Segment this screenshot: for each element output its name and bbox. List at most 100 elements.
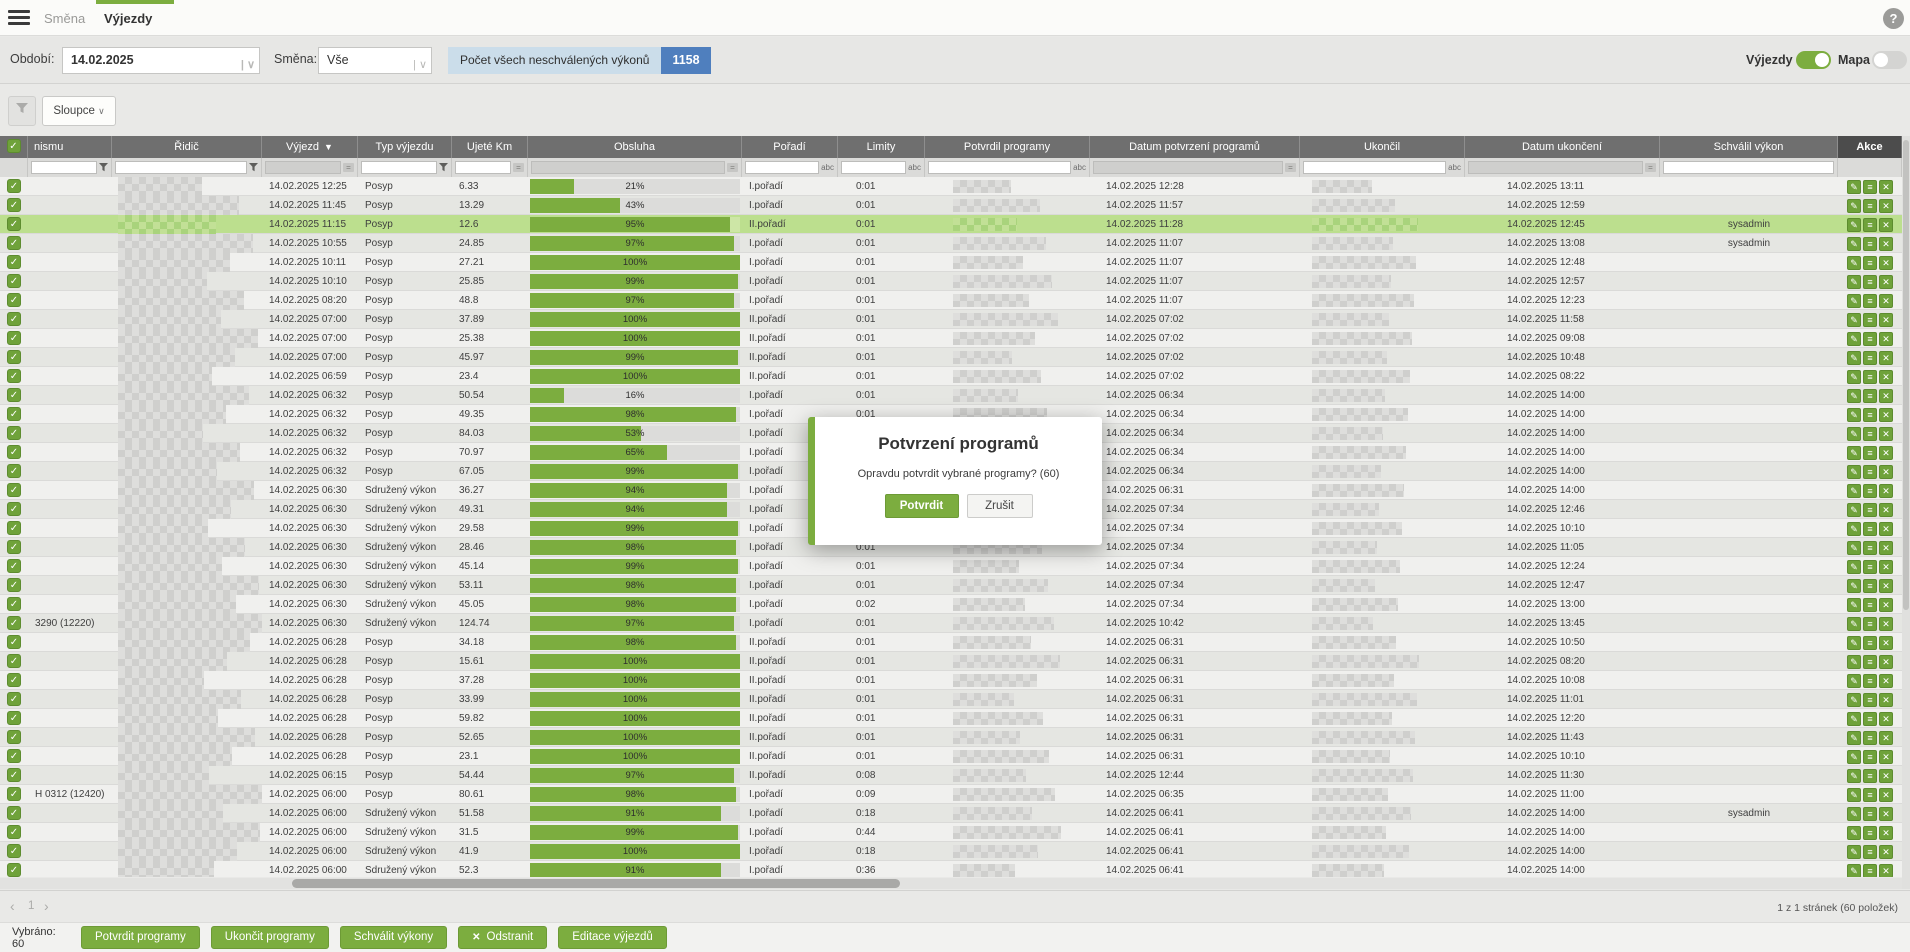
row-detail-button[interactable]: ≡	[1863, 825, 1877, 840]
row-detail-button[interactable]: ≡	[1863, 445, 1877, 460]
filter-input-potvrdil[interactable]	[928, 161, 1072, 174]
edit-row-button[interactable]: ✎	[1847, 369, 1861, 384]
row-checkbox[interactable]: ✓	[7, 445, 21, 459]
row-detail-button[interactable]: ≡	[1863, 578, 1877, 593]
table-row[interactable]: ✓ 14.02.2025 11:45 Posyp 13.29 43% I.pořadí 0:…	[0, 196, 1902, 215]
delete-row-button[interactable]: ✕	[1879, 844, 1893, 859]
delete-row-button[interactable]: ✕	[1879, 350, 1893, 365]
table-row[interactable]: ✓ 14.02.2025 06:00 Sdružený výkon 51.58 91% I…	[0, 804, 1902, 823]
mapa-toggle[interactable]	[1872, 51, 1907, 69]
row-checkbox[interactable]: ✓	[7, 673, 21, 687]
row-detail-button[interactable]: ≡	[1863, 388, 1877, 403]
edit-row-button[interactable]: ✎	[1847, 635, 1861, 650]
table-row[interactable]: ✓ 14.02.2025 06:32 Posyp 50.54 16% I.pořadí 0:…	[0, 386, 1902, 405]
row-detail-button[interactable]: ≡	[1863, 749, 1877, 764]
row-detail-button[interactable]: ≡	[1863, 616, 1877, 631]
row-checkbox[interactable]: ✓	[7, 179, 21, 193]
row-detail-button[interactable]: ≡	[1863, 787, 1877, 802]
delete-row-button[interactable]: ✕	[1879, 730, 1893, 745]
table-row[interactable]: ✓ H 0312 (12420) 14.02.2025 06:00 Posyp 80.6…	[0, 785, 1902, 804]
row-checkbox[interactable]: ✓	[7, 540, 21, 554]
delete-row-button[interactable]: ✕	[1879, 597, 1893, 612]
delete-row-button[interactable]: ✕	[1879, 692, 1893, 707]
row-checkbox[interactable]: ✓	[7, 198, 21, 212]
filter-input-obsluha[interactable]	[531, 161, 725, 174]
delete-row-button[interactable]: ✕	[1879, 293, 1893, 308]
delete-row-button[interactable]: ✕	[1879, 578, 1893, 593]
edit-row-button[interactable]: ✎	[1847, 312, 1861, 327]
delete-row-button[interactable]: ✕	[1879, 198, 1893, 213]
end-programs-button[interactable]: Ukončit programy	[210, 926, 329, 949]
row-detail-button[interactable]: ≡	[1863, 692, 1877, 707]
edit-trips-button[interactable]: Editace výjezdů	[558, 926, 667, 949]
row-checkbox[interactable]: ✓	[7, 426, 21, 440]
tab-vyjezdy[interactable]: Výjezdy	[104, 11, 153, 26]
row-checkbox[interactable]: ✓	[7, 312, 21, 326]
row-checkbox[interactable]: ✓	[7, 217, 21, 231]
edit-row-button[interactable]: ✎	[1847, 863, 1861, 877]
filter-funnel-icon[interactable]	[99, 163, 108, 172]
shift-select[interactable]: Vše | ∨	[318, 47, 432, 74]
table-row[interactable]: ✓ 14.02.2025 06:30 Sdružený výkon 45.05 98% I…	[0, 595, 1902, 614]
row-detail-button[interactable]: ≡	[1863, 255, 1877, 270]
period-input[interactable]: 14.02.2025 | ∨	[62, 47, 260, 74]
table-row[interactable]: ✓ 14.02.2025 06:30 Sdružený výkon 45.14 99% I…	[0, 557, 1902, 576]
vertical-scrollbar[interactable]	[1902, 136, 1910, 889]
edit-row-button[interactable]: ✎	[1847, 844, 1861, 859]
approve-performances-button[interactable]: Schválit výkony	[339, 926, 448, 949]
row-checkbox[interactable]: ✓	[7, 749, 21, 763]
filter-equals-icon[interactable]: =	[343, 163, 354, 172]
delete-row-button[interactable]: ✕	[1879, 711, 1893, 726]
delete-row-button[interactable]: ✕	[1879, 768, 1893, 783]
filter-funnel-icon[interactable]	[439, 163, 448, 172]
row-detail-button[interactable]: ≡	[1863, 179, 1877, 194]
edit-row-button[interactable]: ✎	[1847, 217, 1861, 232]
edit-row-button[interactable]: ✎	[1847, 445, 1861, 460]
delete-row-button[interactable]: ✕	[1879, 369, 1893, 384]
vyjezdy-toggle[interactable]	[1796, 51, 1831, 69]
edit-row-button[interactable]: ✎	[1847, 559, 1861, 574]
column-header-km[interactable]: Ujeté Km	[452, 136, 528, 158]
row-checkbox[interactable]: ✓	[7, 502, 21, 516]
table-row[interactable]: ✓ 14.02.2025 06:28 Posyp 34.18 98% II.pořadí 0…	[0, 633, 1902, 652]
delete-row-button[interactable]: ✕	[1879, 825, 1893, 840]
delete-row-button[interactable]: ✕	[1879, 407, 1893, 422]
edit-row-button[interactable]: ✎	[1847, 502, 1861, 517]
row-detail-button[interactable]: ≡	[1863, 236, 1877, 251]
table-row[interactable]: ✓ 14.02.2025 06:28 Posyp 37.28 100% II.pořadí…	[0, 671, 1902, 690]
filter-funnel-icon[interactable]	[249, 163, 258, 172]
filter-input-vyjezd[interactable]	[265, 161, 341, 174]
delete-row-button[interactable]: ✕	[1879, 673, 1893, 688]
delete-row-button[interactable]: ✕	[1879, 863, 1893, 877]
filter-equals-icon[interactable]: =	[727, 163, 738, 172]
delete-row-button[interactable]: ✕	[1879, 236, 1893, 251]
filter-abc-icon[interactable]: abc	[1073, 163, 1086, 172]
edit-row-button[interactable]: ✎	[1847, 768, 1861, 783]
remove-button[interactable]: ✕ Odstranit	[458, 926, 548, 949]
filter-input-datumu[interactable]	[1468, 161, 1643, 174]
row-detail-button[interactable]: ≡	[1863, 711, 1877, 726]
edit-row-button[interactable]: ✎	[1847, 616, 1861, 631]
row-checkbox[interactable]: ✓	[7, 407, 21, 421]
row-detail-button[interactable]: ≡	[1863, 654, 1877, 669]
edit-row-button[interactable]: ✎	[1847, 464, 1861, 479]
edit-row-button[interactable]: ✎	[1847, 578, 1861, 593]
table-row[interactable]: ✓ 14.02.2025 06:28 Posyp 33.99 100% II.pořadí…	[0, 690, 1902, 709]
edit-row-button[interactable]: ✎	[1847, 255, 1861, 270]
delete-row-button[interactable]: ✕	[1879, 445, 1893, 460]
row-checkbox[interactable]: ✓	[7, 388, 21, 402]
delete-row-button[interactable]: ✕	[1879, 312, 1893, 327]
edit-row-button[interactable]: ✎	[1847, 787, 1861, 802]
table-row[interactable]: ✓ 14.02.2025 11:15 Posyp 12.6 95% II.pořadí 0:…	[0, 215, 1902, 234]
table-row[interactable]: ✓ 14.02.2025 07:00 Posyp 37.89 100% II.pořadí…	[0, 310, 1902, 329]
delete-row-button[interactable]: ✕	[1879, 483, 1893, 498]
edit-row-button[interactable]: ✎	[1847, 654, 1861, 669]
table-row[interactable]: ✓ 14.02.2025 06:28 Posyp 59.82 100% II.pořadí…	[0, 709, 1902, 728]
table-row[interactable]: ✓ 14.02.2025 07:00 Posyp 45.97 99% II.pořadí 0…	[0, 348, 1902, 367]
row-checkbox[interactable]: ✓	[7, 236, 21, 250]
row-checkbox[interactable]: ✓	[7, 844, 21, 858]
table-row[interactable]: ✓ 14.02.2025 06:28 Posyp 23.1 100% II.pořadí 0…	[0, 747, 1902, 766]
edit-row-button[interactable]: ✎	[1847, 521, 1861, 536]
clear-filter-button[interactable]	[8, 96, 36, 126]
cancel-button[interactable]: Zrušit	[966, 494, 1033, 518]
